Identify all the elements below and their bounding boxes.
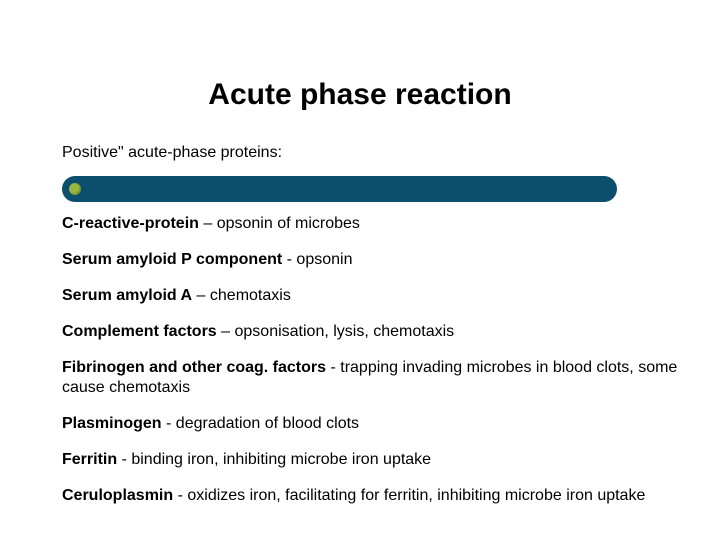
list-item-desc: - opsonin	[282, 251, 352, 268]
list-item-term: Fibrinogen and other coag. factors	[62, 359, 326, 376]
list-item-term: C-reactive-protein	[62, 215, 199, 232]
list-item-term: Serum amyloid A	[62, 287, 192, 304]
list-item: C-reactive-protein – opsonin of microbes	[62, 214, 688, 234]
list-item: Ferritin - binding iron, inhibiting micr…	[62, 450, 688, 470]
list-item: Serum amyloid P component - opsonin	[62, 250, 688, 270]
bullet-dot-icon	[69, 183, 81, 195]
list-item-term: Complement factors	[62, 323, 217, 340]
list-item: Serum amyloid A – chemotaxis	[62, 286, 688, 306]
list-item-desc: - oxidizes iron, facilitating for ferrit…	[173, 487, 645, 504]
slide-subtitle: Positive" acute-phase proteins:	[62, 144, 282, 162]
list-item-term: Ceruloplasmin	[62, 487, 173, 504]
list-item-desc: – opsonin of microbes	[199, 215, 360, 232]
list-item-term: Ferritin	[62, 451, 117, 468]
list-item: Complement factors – opsonisation, lysis…	[62, 322, 688, 342]
list-item-term: Plasminogen	[62, 415, 162, 432]
list-item-desc: - binding iron, inhibiting microbe iron …	[117, 451, 431, 468]
divider-bar-fill	[62, 176, 617, 202]
list-item: Ceruloplasmin - oxidizes iron, facilitat…	[62, 486, 688, 506]
divider-bar	[62, 176, 617, 202]
list-item-desc: – chemotaxis	[192, 287, 291, 304]
content-list: C-reactive-protein – opsonin of microbes…	[62, 214, 688, 522]
list-item-term: Serum amyloid P component	[62, 251, 282, 268]
list-item: Fibrinogen and other coag. factors - tra…	[62, 358, 688, 398]
list-item: Plasminogen - degradation of blood clots	[62, 414, 688, 434]
list-item-desc: – opsonisation, lysis, chemotaxis	[217, 323, 454, 340]
slide-title: Acute phase reaction	[0, 78, 720, 112]
list-item-desc: - degradation of blood clots	[162, 415, 359, 432]
